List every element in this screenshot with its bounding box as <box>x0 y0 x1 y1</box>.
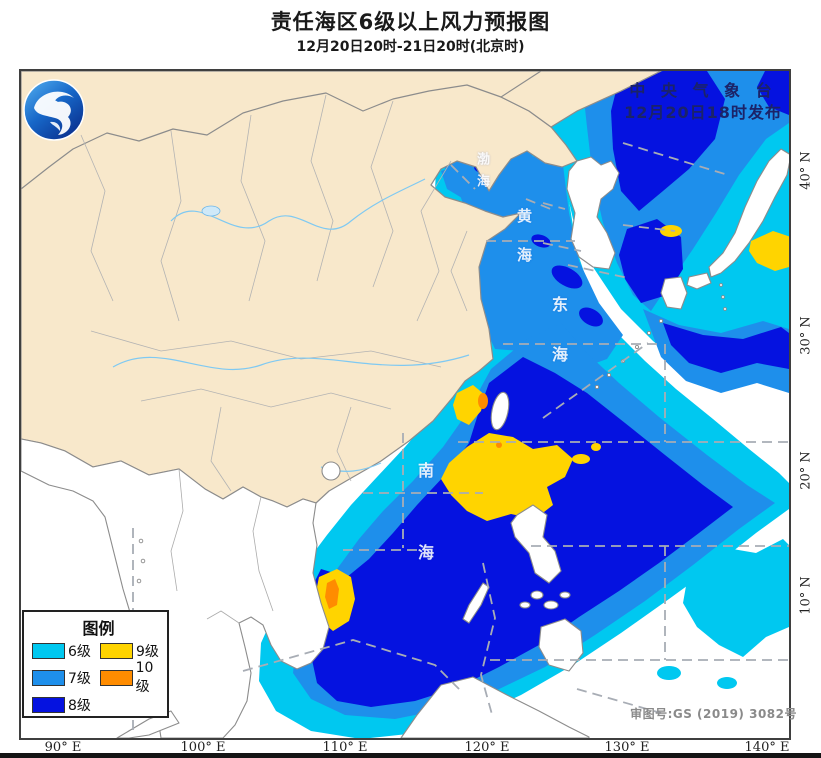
legend-title: 图例 <box>82 619 115 638</box>
legend-label-level7: 7级 <box>68 671 91 687</box>
lon-label-130e: 130° E <box>604 740 650 755</box>
legend-item-level6: 6级 <box>32 642 91 660</box>
lat-label-20n: 20° N <box>798 451 814 490</box>
map-approval-note: 审图号:GS (2019) 3082号 <box>630 707 797 721</box>
sea-label-bohai: 渤海 <box>474 152 489 196</box>
cma-logo <box>22 78 86 146</box>
bottom-edge-bar <box>0 753 821 758</box>
legend-swatch-level7 <box>32 670 65 686</box>
indochina-landmass <box>21 438 330 738</box>
publisher-block: 中 央 气 象 台 12月20日18时发布 <box>596 80 810 125</box>
taiwan-island <box>490 391 510 431</box>
lat-label-40n: 40° N <box>798 151 814 190</box>
lake <box>201 205 221 217</box>
lon-label-110e: 110° E <box>322 740 368 755</box>
lon-label-100e: 100° E <box>180 740 226 755</box>
legend-swatch-level6 <box>32 643 65 659</box>
legend-grid: 6级 7级 8级 9级 10级 <box>30 642 167 722</box>
legend-label-level8: 8级 <box>68 698 91 714</box>
publish-time: 12月20日18时发布 <box>624 103 782 123</box>
legend-swatch-level8 <box>32 697 65 713</box>
sea-label-south-sea: 南海 <box>415 462 434 626</box>
wind-layer-level10 <box>325 393 502 609</box>
china-landmass <box>21 71 662 508</box>
sea-label-yellow-sea: 黄海 <box>515 208 533 286</box>
lat-label-10n: 10° N <box>798 576 814 615</box>
legend-item-level8: 8级 <box>32 696 91 714</box>
lat-label-30n: 30° N <box>798 316 814 355</box>
zone-boundary-lines <box>132 142 789 736</box>
province-borders <box>80 94 468 492</box>
luzon-island <box>510 504 562 584</box>
korea-landmass <box>566 156 620 270</box>
hainan-island <box>321 461 341 481</box>
lon-label-140e: 140° E <box>744 740 790 755</box>
mindanao-island <box>538 618 584 672</box>
cma-logo-icon <box>23 79 85 141</box>
legend-swatch-level9 <box>100 643 133 659</box>
lon-label-120e: 120° E <box>464 740 510 755</box>
publisher-name: 中 央 气 象 台 <box>629 81 777 100</box>
legend-item-level7: 7级 <box>32 669 91 687</box>
other-landmasses <box>21 148 789 738</box>
lon-label-90e: 90° E <box>44 740 82 755</box>
legend-box: 图例 6级 7级 8级 9级 10级 <box>22 610 169 718</box>
japan-honshu <box>708 148 789 278</box>
borneo-island <box>400 676 590 738</box>
page-subtitle: 12月20日20时-21日20时(北京时) <box>296 39 525 55</box>
legend-label-level9: 9级 <box>136 644 159 660</box>
japan-kyushu <box>660 276 688 310</box>
legend-swatch-level10 <box>100 670 133 686</box>
legend-label-level6: 6级 <box>68 644 91 660</box>
japan-shikoku <box>686 272 712 290</box>
small-islands <box>136 283 727 584</box>
page-title: 责任海区6级以上风力预报图 <box>270 10 551 34</box>
legend-item-level9: 9级 <box>100 642 159 660</box>
sea-label-east-sea: 东海 <box>549 296 568 396</box>
legend-label-level10: 10级 <box>135 660 154 695</box>
legend-item-level10: 10级 <box>100 660 167 695</box>
country-borders <box>170 468 274 624</box>
